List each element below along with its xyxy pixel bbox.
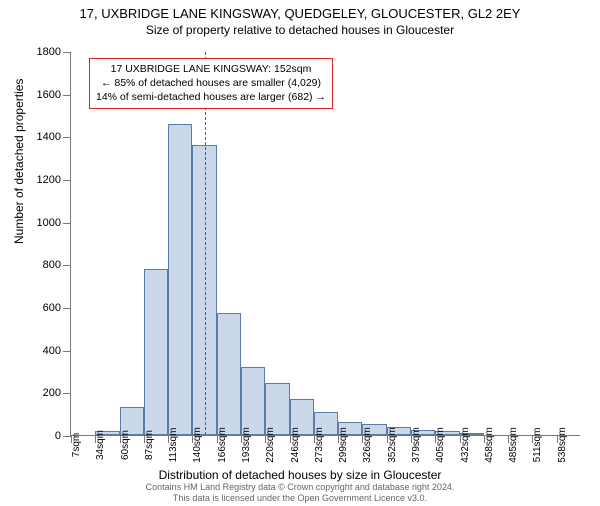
y-tick bbox=[63, 351, 71, 352]
y-tick-label: 600 bbox=[43, 302, 61, 314]
x-tick-label: 405sqm bbox=[435, 427, 446, 463]
x-tick-label: 220sqm bbox=[265, 427, 276, 463]
y-axis-label: Number of detached properties bbox=[12, 79, 26, 244]
x-tick-label: 193sqm bbox=[241, 427, 252, 463]
y-tick-label: 800 bbox=[43, 259, 61, 271]
x-tick-label: 538sqm bbox=[557, 427, 568, 463]
x-tick-label: 432sqm bbox=[460, 427, 471, 463]
x-tick-label: 352sqm bbox=[387, 427, 398, 463]
page-subtitle: Size of property relative to detached ho… bbox=[0, 23, 600, 37]
x-tick-label: 113sqm bbox=[168, 428, 179, 463]
histogram-bar bbox=[217, 313, 241, 435]
y-tick bbox=[63, 95, 71, 96]
y-tick-label: 0 bbox=[55, 430, 61, 442]
histogram-bar bbox=[168, 124, 192, 435]
y-tick bbox=[63, 223, 71, 224]
y-tick-label: 400 bbox=[43, 345, 61, 357]
x-tick-label: 273sqm bbox=[314, 427, 325, 463]
x-tick-label: 87sqm bbox=[144, 430, 155, 460]
x-tick-label: 458sqm bbox=[484, 427, 495, 463]
y-tick-label: 1800 bbox=[37, 46, 61, 58]
footer-line2: This data is licensed under the Open Gov… bbox=[173, 493, 427, 503]
x-tick-label: 140sqm bbox=[192, 427, 203, 463]
y-tick bbox=[63, 436, 71, 437]
x-tick-label: 34sqm bbox=[95, 430, 106, 460]
y-tick-label: 1600 bbox=[37, 89, 61, 101]
x-axis-label: Distribution of detached houses by size … bbox=[0, 468, 600, 482]
annotation-box: 17 UXBRIDGE LANE KINGSWAY: 152sqm← 85% o… bbox=[89, 58, 333, 109]
histogram-bar bbox=[144, 269, 168, 435]
y-tick bbox=[63, 52, 71, 53]
x-tick-label: 7sqm bbox=[71, 433, 82, 457]
y-tick-label: 1000 bbox=[37, 217, 61, 229]
footer-attribution: Contains HM Land Registry data © Crown c… bbox=[0, 482, 600, 504]
footer-line1: Contains HM Land Registry data © Crown c… bbox=[146, 482, 455, 492]
y-tick-label: 1200 bbox=[37, 174, 61, 186]
y-tick bbox=[63, 265, 71, 266]
y-tick bbox=[63, 180, 71, 181]
chart-inner: 0200400600800100012001400160018007sqm34s… bbox=[71, 52, 580, 435]
x-tick-label: 326sqm bbox=[362, 427, 373, 463]
page-title: 17, UXBRIDGE LANE KINGSWAY, QUEDGELEY, G… bbox=[0, 6, 600, 21]
histogram-bar bbox=[241, 367, 265, 435]
x-tick-label: 246sqm bbox=[290, 427, 301, 463]
x-tick-label: 485sqm bbox=[508, 427, 519, 463]
annotation-line1: 17 UXBRIDGE LANE KINGSWAY: 152sqm bbox=[96, 62, 326, 76]
reference-line bbox=[205, 52, 206, 435]
x-tick-label: 511sqm bbox=[532, 428, 543, 463]
histogram-plot: 0200400600800100012001400160018007sqm34s… bbox=[70, 52, 580, 436]
x-tick-label: 60sqm bbox=[120, 430, 131, 460]
y-tick bbox=[63, 137, 71, 138]
y-tick-label: 200 bbox=[43, 387, 61, 399]
y-tick bbox=[63, 393, 71, 394]
annotation-line2: ← 85% of detached houses are smaller (4,… bbox=[96, 76, 326, 90]
y-tick-label: 1400 bbox=[37, 131, 61, 143]
x-tick-label: 166sqm bbox=[217, 427, 228, 463]
annotation-line3: 14% of semi-detached houses are larger (… bbox=[96, 90, 326, 104]
x-tick-label: 299sqm bbox=[338, 427, 349, 463]
y-tick bbox=[63, 308, 71, 309]
x-tick-label: 379sqm bbox=[411, 427, 422, 463]
